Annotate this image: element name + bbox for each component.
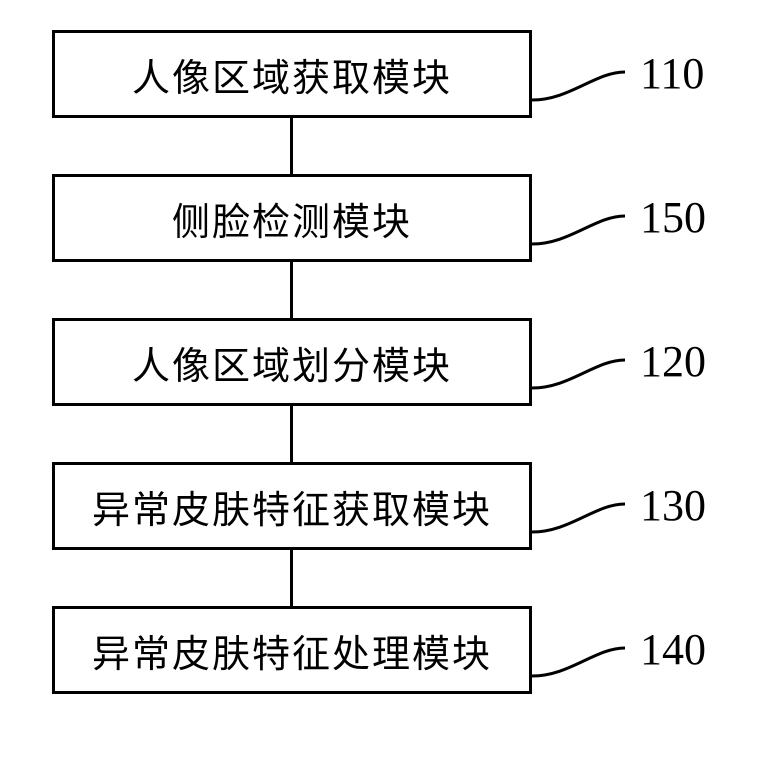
label-110: 110 [640,48,704,99]
connector-150-120 [290,262,293,318]
node-110-text: 人像区域获取模块 [132,47,452,102]
node-150: 侧脸检测模块 [52,174,532,262]
label-120: 120 [640,336,706,387]
node-120: 人像区域划分模块 [52,318,532,406]
label-130: 130 [640,480,706,531]
label-140: 140 [640,624,706,675]
connector-130-140 [290,550,293,606]
node-130-text: 异常皮肤特征获取模块 [92,479,492,534]
node-130: 异常皮肤特征获取模块 [52,462,532,550]
connector-120-130 [290,406,293,462]
node-140-text: 异常皮肤特征处理模块 [92,623,492,678]
node-140: 异常皮肤特征处理模块 [52,606,532,694]
diagram-canvas: 人像区域获取模块 110 侧脸检测模块 150 人像区域划分模块 120 异常皮… [0,0,767,758]
node-110: 人像区域获取模块 [52,30,532,118]
node-120-text: 人像区域划分模块 [132,335,452,390]
node-150-text: 侧脸检测模块 [172,191,412,246]
label-150: 150 [640,192,706,243]
connector-110-150 [290,118,293,174]
